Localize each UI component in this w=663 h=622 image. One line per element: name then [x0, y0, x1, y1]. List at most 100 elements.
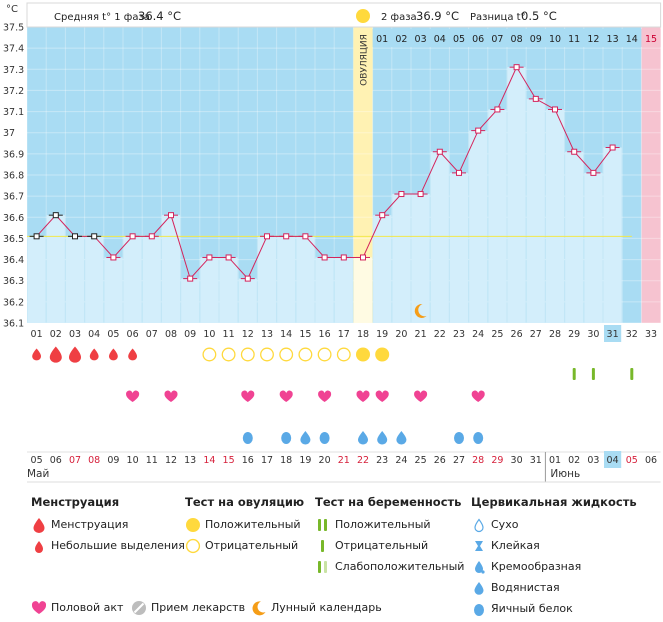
temperature-point — [475, 127, 482, 134]
temperature-point — [321, 254, 328, 261]
temperature-point — [379, 212, 386, 219]
ovulation-column — [353, 27, 373, 323]
intercourse-heart-icon — [279, 390, 293, 402]
temperature-bar — [584, 172, 603, 323]
temperature-point — [148, 233, 155, 240]
spotting-drop-icon — [128, 348, 137, 361]
legend-medication-label: Прием лекарств — [151, 601, 246, 614]
legend-menstruation: Менструация Менструация Небольшие выделе… — [31, 495, 185, 559]
cycle-day-label: 19 — [376, 329, 388, 340]
calendar-day-label: 31 — [530, 455, 542, 466]
cycle-day-label: 22 — [434, 329, 446, 340]
drop-small-icon — [35, 541, 43, 553]
y-tick-label: 37.1 — [3, 107, 24, 118]
calendar-day-label: 17 — [261, 455, 273, 466]
egg-white-icon — [454, 432, 464, 444]
calendar-day-label: 02 — [568, 455, 580, 466]
temperature-point — [302, 233, 309, 240]
temperature-bar — [277, 236, 296, 323]
legend-spotting-label: Небольшие выделения — [51, 539, 185, 552]
cycle-day-label: 01 — [31, 329, 43, 340]
cycle-day-label: 05 — [107, 329, 119, 340]
ovulation-vertical-label: ОВУЛЯЦИЯ — [360, 34, 370, 86]
calendar-day-label: 23 — [376, 455, 388, 466]
unit-label: °C — [6, 4, 18, 15]
luteal-day-label: 13 — [607, 34, 619, 45]
ovulation-test-negative-icon — [317, 347, 332, 362]
dry-drop-icon — [474, 518, 484, 533]
cycle-day-label: 11 — [223, 329, 235, 340]
heart-icon — [31, 601, 47, 614]
temperature-bar — [392, 194, 411, 323]
menstruation-drop-icon — [69, 346, 81, 363]
calendar-day-label: 22 — [357, 455, 369, 466]
legend-menstruation-label: Менструация — [51, 518, 129, 531]
calendar-day-label: 19 — [299, 455, 311, 466]
calendar-day-label: 07 — [69, 455, 81, 466]
calendar-day-label: 04 — [607, 455, 619, 466]
egg-white-icon — [473, 432, 484, 444]
legend-ovulation-test: Тест на овуляцию Положительный Отрицател… — [185, 495, 304, 559]
intercourse-heart-icon — [356, 390, 370, 402]
luteal-day-label: 02 — [395, 34, 407, 45]
temperature-point — [72, 233, 78, 240]
temperature-point — [187, 275, 194, 282]
cycle-day-label: 18 — [357, 329, 369, 340]
cycle-day-label: 20 — [395, 329, 407, 340]
legend-cervical-creamy-label: Кремообразная — [491, 560, 582, 573]
temperature-point — [110, 254, 117, 261]
temperature-point — [129, 233, 136, 240]
pregnancy-test-negative-icon — [630, 368, 634, 380]
temperature-bar — [104, 257, 123, 323]
calendar-day-label: 03 — [587, 455, 599, 466]
calendar-day-label: 06 — [50, 455, 62, 466]
temperature-bar — [200, 257, 219, 323]
future-day-column — [641, 27, 661, 323]
legend-menstruation-item: Менструация — [31, 517, 185, 538]
temperature-bar — [488, 109, 507, 323]
cycle-day-label: 27 — [530, 329, 542, 340]
y-tick-label: 36.3 — [3, 276, 24, 287]
ovulation-test-negative-icon — [279, 347, 294, 362]
temperature-point — [417, 191, 424, 198]
calendar-day-label: 01 — [549, 455, 561, 466]
watery-drop-icon — [300, 431, 311, 445]
temperature-point — [244, 275, 251, 282]
luteal-day-label: 12 — [587, 34, 599, 45]
legend-ovulation-title: Тест на овуляцию — [185, 495, 305, 509]
temperature-bar — [296, 236, 315, 323]
legend-pregnancy-faint-item: Слабоположительный — [315, 559, 464, 580]
cycle-day-label: 12 — [242, 329, 254, 340]
luteal-day-label: 09 — [530, 34, 542, 45]
temperature-bar — [161, 215, 181, 323]
month-label: Май — [27, 468, 49, 480]
calendar-day-label: 08 — [88, 455, 100, 466]
legend-cervical-fluid: Цервикальная жидкость Сухо Клейкая Кремо… — [471, 495, 637, 622]
cycle-day-label: 15 — [299, 329, 311, 340]
cycle-day-label: 14 — [280, 329, 292, 340]
egg-white-icon — [242, 432, 253, 444]
creamy-icon — [475, 561, 485, 574]
temperature-point — [360, 254, 366, 261]
y-tick-label: 37 — [3, 128, 15, 139]
y-tick-label: 36.8 — [3, 171, 24, 182]
temperature-point — [436, 148, 443, 155]
egg-white-icon — [319, 432, 330, 444]
cycle-day-label: 09 — [184, 329, 196, 340]
moon-icon — [252, 601, 266, 616]
temperature-bar — [469, 130, 488, 323]
ovulation-test-negative-icon — [221, 347, 236, 362]
pill-icon — [132, 601, 146, 615]
menstruation-drop-icon — [49, 346, 62, 363]
sun-filled-icon — [186, 518, 200, 532]
cycle-day-label: 23 — [453, 329, 465, 340]
sun-outline-icon — [185, 538, 201, 554]
legend-medication-item: Прием лекарств — [131, 600, 245, 616]
calendar-day-label: 05 — [626, 455, 638, 466]
temperature-point — [264, 233, 270, 240]
watery-drop-icon — [474, 582, 484, 595]
y-tick-label: 36.1 — [3, 319, 24, 330]
temperature-bar — [85, 236, 104, 323]
legend-lunar-label: Лунный календарь — [271, 601, 382, 614]
spotting-drop-icon — [32, 348, 41, 361]
